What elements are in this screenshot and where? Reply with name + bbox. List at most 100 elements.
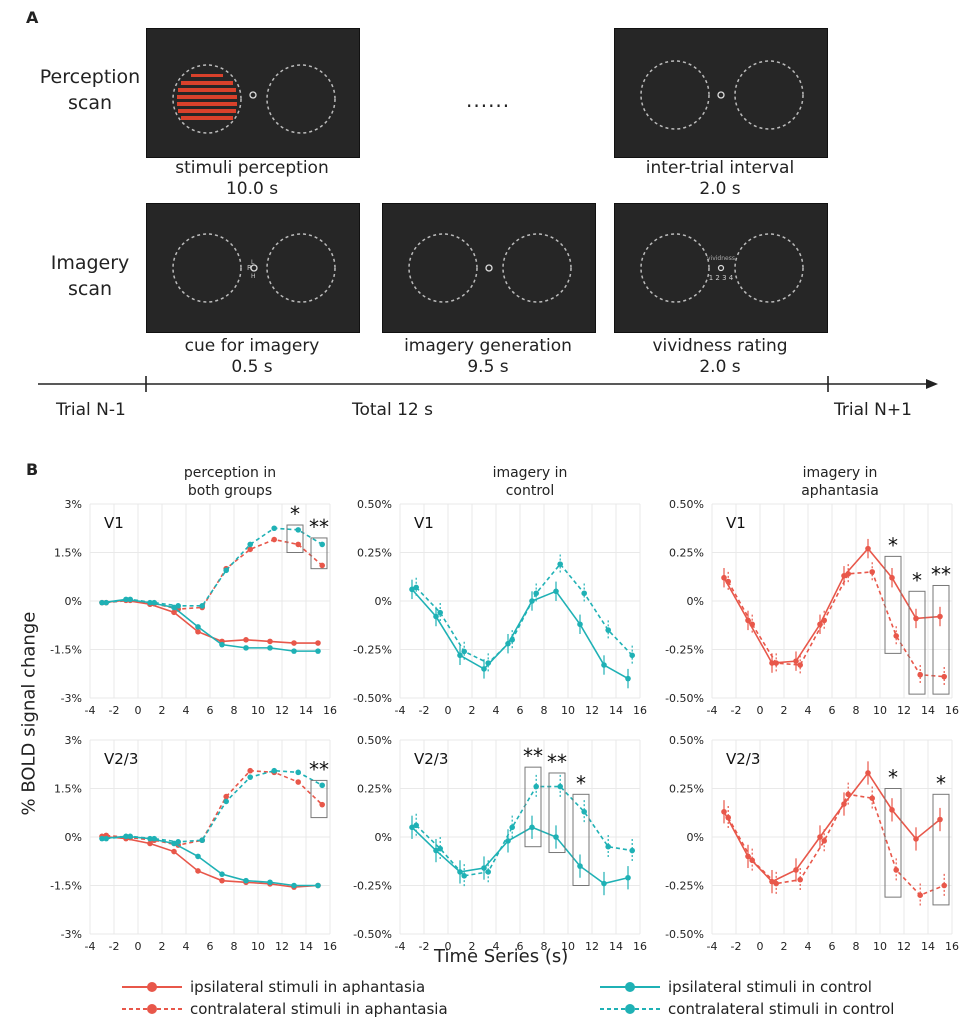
chart-2-data-point: [533, 590, 539, 597]
chart-4-x-tick-label: 16: [323, 940, 337, 950]
column-title-imagery-control-line2: control: [505, 483, 555, 499]
chart-1-x-tick-label: 14: [299, 704, 313, 717]
chart-6-x-tick-label: 16: [945, 940, 959, 950]
chart-5-x-tick-label: -2: [419, 940, 430, 950]
timeline-arrow-icon: [926, 379, 938, 389]
chart-5-data-point: [529, 824, 535, 831]
perception-scan-label: Perception scan: [30, 64, 150, 116]
chart-1-y-tick-label: 1.5%: [54, 547, 82, 560]
chart-2-data-point: [413, 584, 420, 591]
chart-4-x-tick-label: 10: [251, 940, 265, 950]
legend-item: ipsilateral stimuli in control: [598, 978, 872, 996]
chart-4-significance-star: **: [309, 757, 329, 781]
chart-4-data-point: [319, 782, 326, 789]
chart-3-y-tick-label: 0.50%: [669, 498, 704, 511]
chart-5-significance-star: *: [576, 771, 586, 795]
chart-5-roi-label: V2/3: [414, 750, 448, 768]
chart-6-x-tick-label: -2: [731, 940, 742, 950]
chart-2-data-point: [433, 613, 439, 620]
caption-vividness-time: 2.0 s: [699, 357, 741, 377]
chart-6-x-tick-label: -4: [707, 940, 718, 950]
chart-1-x-tick-label: 8: [231, 704, 238, 717]
chart-1-data-point: [295, 541, 302, 548]
chart-4-sig-box: [310, 779, 328, 819]
chart-4-data-point: [103, 835, 109, 842]
chart-4-data-point: [223, 798, 229, 805]
chart-5-x-tick-label: 12: [585, 940, 599, 950]
chart-6-x-tick-label: 0: [757, 940, 764, 950]
screen-inter-trial: [614, 28, 828, 158]
screen-generation: [382, 203, 596, 333]
chart-1-data-point: [247, 546, 253, 553]
chart-1-x-tick-label: 6: [207, 704, 214, 717]
chart-3-series-line: [723, 547, 941, 664]
chart-5-data-point: [533, 783, 539, 790]
column-title-perception-line2: both groups: [187, 483, 273, 499]
panel-a-label: A: [26, 8, 39, 27]
chart-5-series-line: [411, 826, 629, 885]
right-placeholder-circle: [502, 233, 572, 303]
chart-3-data-point: [797, 662, 803, 668]
chart-2-x-tick-label: 12: [585, 704, 599, 717]
chart-6-data-point: [917, 892, 923, 898]
column-title-imagery-aphantasia-line2: aphantasia: [801, 483, 879, 499]
chart-1-x-tick-label: 10: [251, 704, 265, 717]
chart-3-y-tick-label: -0.25%: [665, 644, 704, 657]
caption-inter-trial: inter-trial interval 2.0 s: [614, 158, 826, 200]
timeline-trial-prev: Trial N-1: [56, 400, 126, 420]
caption-inter-trial-time: 2.0 s: [699, 179, 741, 199]
chart-1-data-point: [247, 541, 253, 548]
fixation-dot-icon: [250, 264, 258, 272]
chart-3-data-point: [793, 658, 799, 664]
legend-label: contralateral stimuli in control: [668, 1000, 895, 1018]
chart-5-x-tick-label: 14: [609, 940, 623, 950]
timeline-total: Total 12 s: [352, 400, 433, 420]
chart-1-data-point: [171, 609, 177, 616]
chart-1-roi-label: V1: [104, 514, 124, 532]
chart-1-data-point: [199, 603, 205, 609]
chart-1-data-point: [267, 638, 273, 645]
chart-6-roi-label: V2/3: [726, 750, 760, 768]
chart-2-y-tick-label: 0%: [375, 595, 392, 608]
column-title-imagery-control-line1: imagery in: [492, 465, 568, 481]
caption-vividness: vividness rating 2.0 s: [614, 336, 826, 378]
chart-1-x-tick-label: 2: [159, 704, 166, 717]
chart-6-significance-star: *: [936, 771, 946, 795]
chart-3-significance-star: *: [888, 533, 898, 557]
chart-3-y-tick-label: 0.25%: [669, 547, 704, 560]
chart-6-data-point: [941, 882, 947, 889]
chart-3-x-tick-label: -4: [707, 704, 718, 717]
chart-6-data-point: [937, 816, 943, 823]
chart-3-data-point: [893, 633, 899, 639]
left-placeholder-circle: [172, 64, 242, 134]
chart-4-data-point: [271, 767, 278, 774]
chart-6-data-point: [865, 770, 871, 776]
cue-letter-l: L: [251, 259, 255, 266]
caption-cue: cue for imagery 0.5 s: [146, 336, 358, 378]
chart-5-significance-star: **: [547, 750, 567, 774]
legend-swatch: [600, 982, 660, 992]
chart-2-x-tick-label: 6: [517, 704, 524, 717]
right-placeholder-circle: [266, 233, 336, 303]
chart-2-data-point: [577, 621, 583, 628]
chart-1-sig-box: [286, 524, 304, 553]
screen-stimuli-perception: [146, 28, 360, 158]
chart-1-y-tick-label: 3%: [65, 498, 82, 511]
chart-5-sig-box: [524, 766, 542, 848]
chart-4-data-point: [319, 801, 326, 808]
chart-3-y-tick-label: -0.50%: [665, 692, 704, 705]
chart-1-series-line: [101, 598, 318, 652]
chart-4-data-point: [243, 877, 249, 884]
chart-2-data-point: [509, 637, 515, 643]
legend-swatch: [122, 1004, 182, 1014]
chart-6-x-tick-label: 8: [853, 940, 860, 950]
chart-1-data-point: [243, 645, 249, 651]
chart-5-data-point: [461, 873, 468, 879]
chart-5-y-tick-label: -0.50%: [353, 928, 392, 941]
chart-4-data-point: [99, 835, 105, 842]
chart-6-data-point: [721, 808, 727, 815]
chart-2-y-tick-label: -0.50%: [353, 692, 392, 705]
chart-3-x-tick-label: 0: [757, 704, 764, 717]
chart-6-data-point: [869, 795, 875, 801]
chart-5-x-tick-label: 0: [445, 940, 452, 950]
